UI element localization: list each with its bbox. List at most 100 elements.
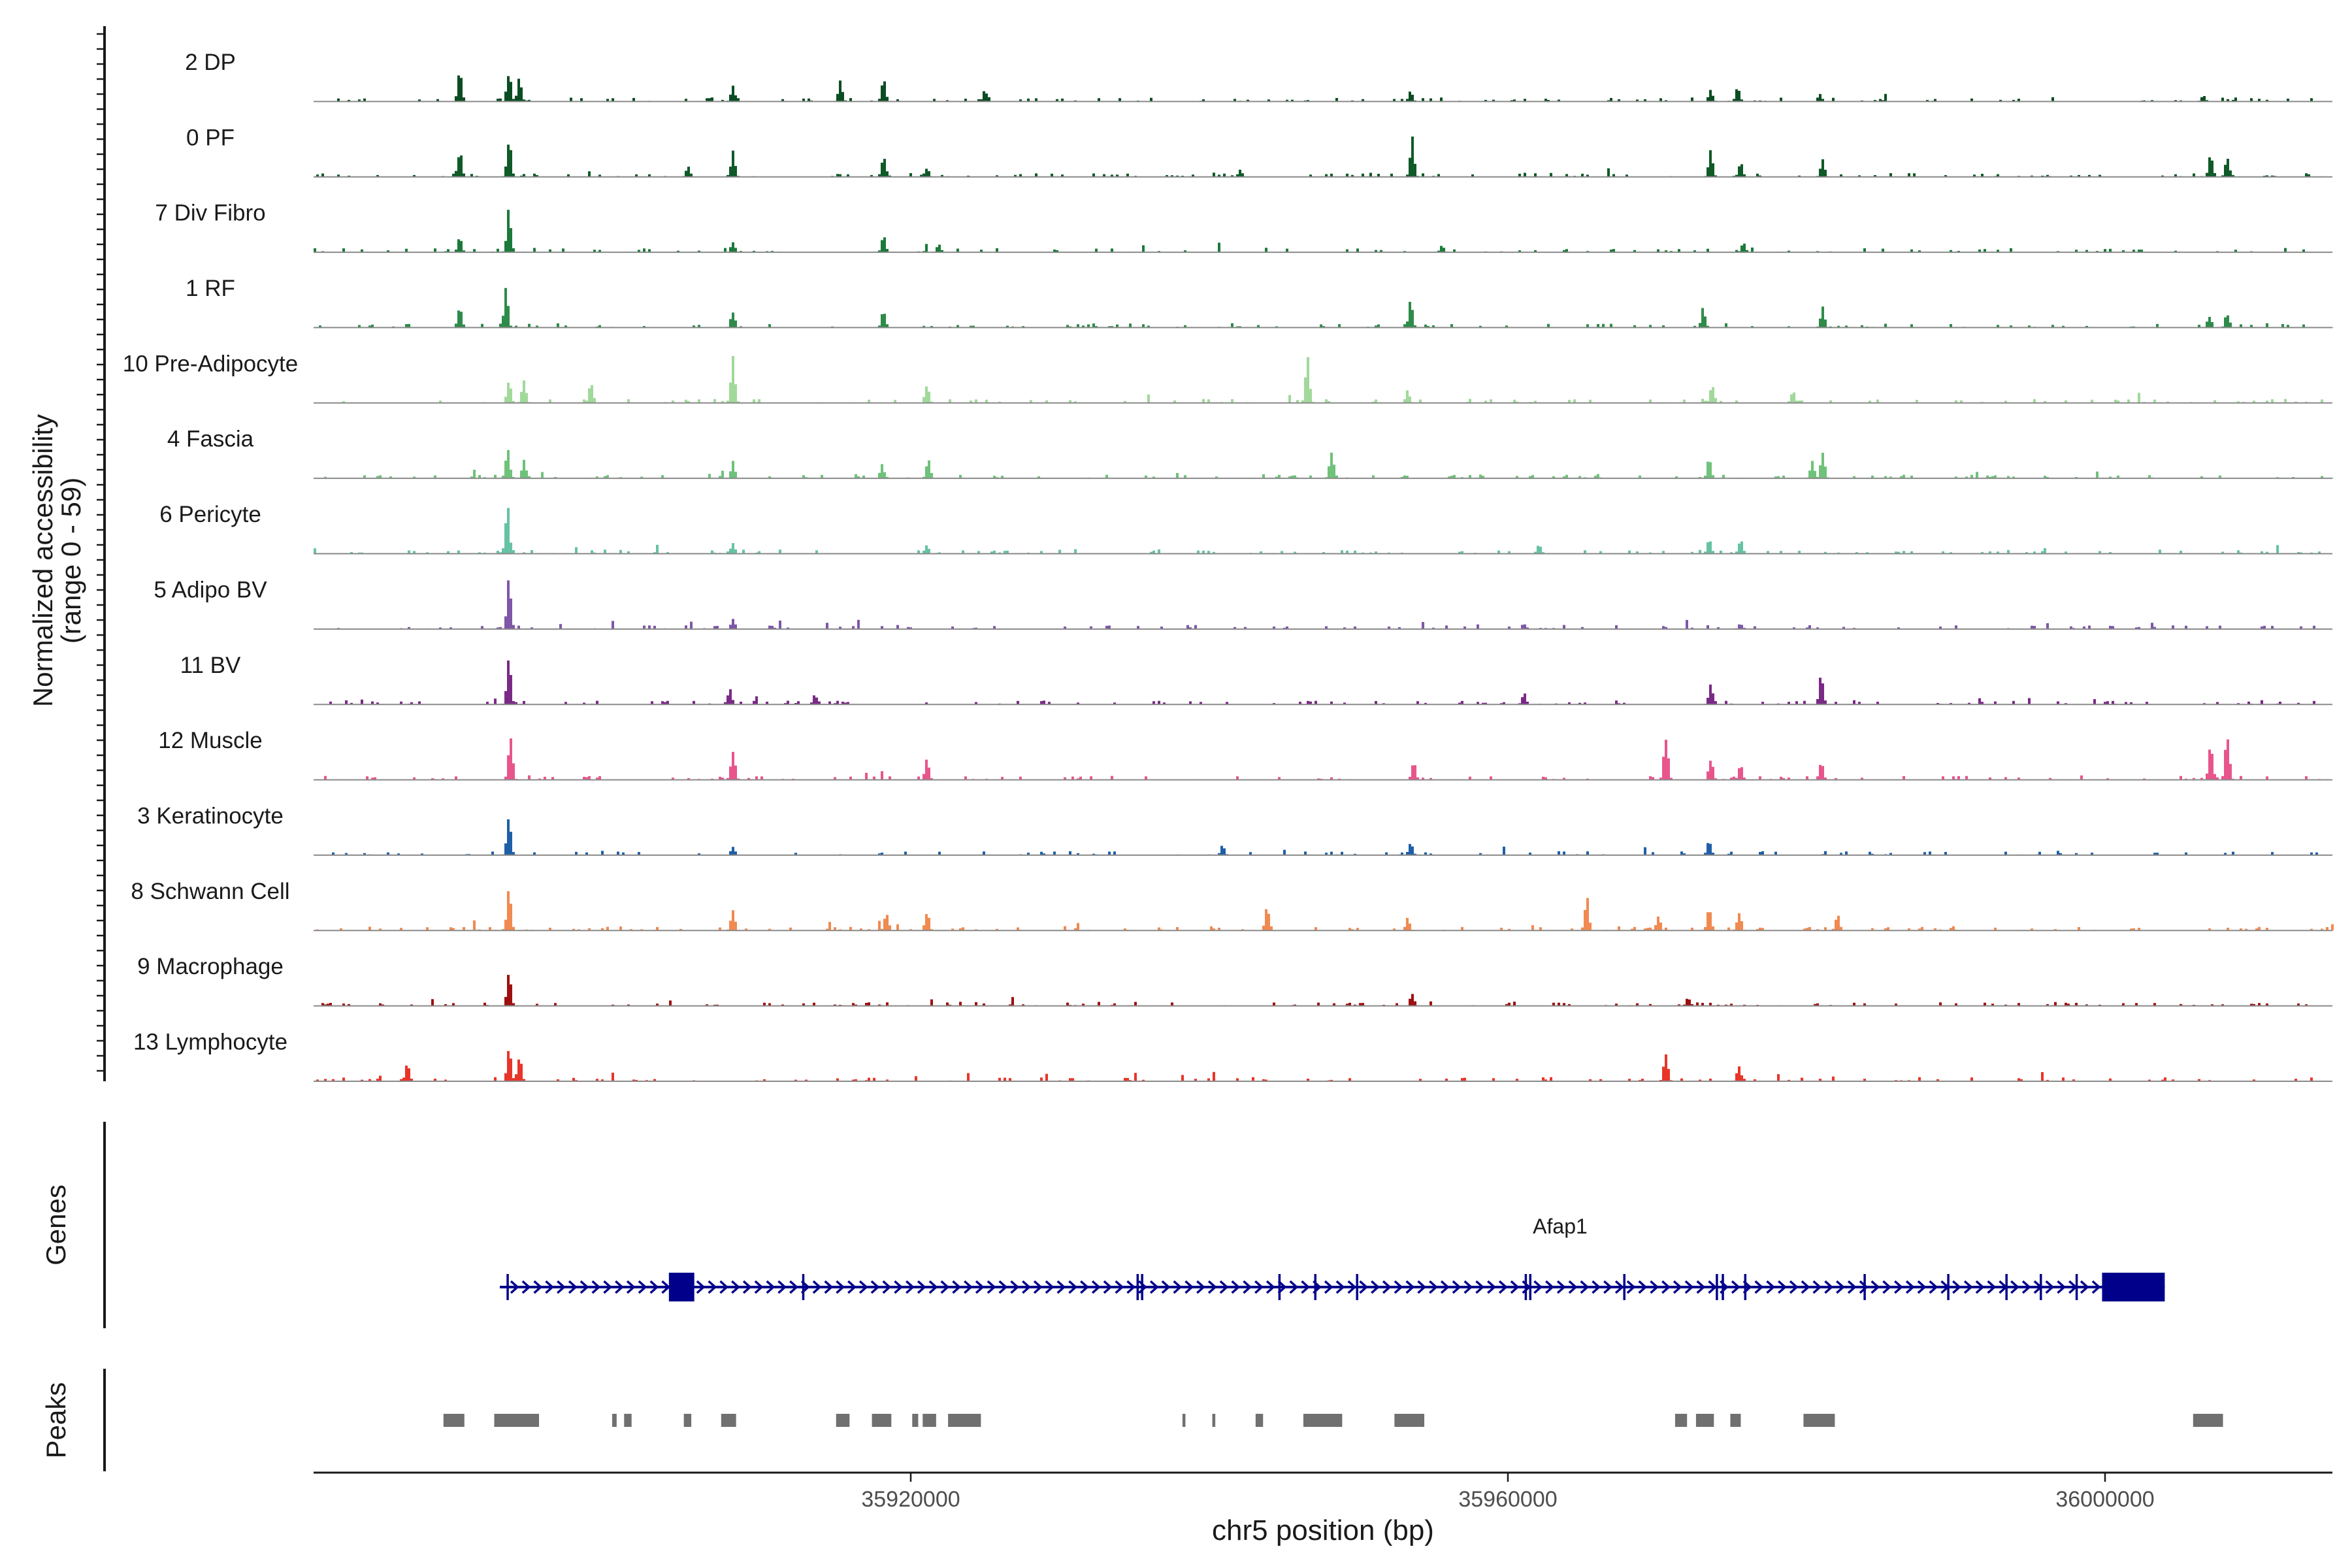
strand-chevron	[1696, 1280, 1706, 1294]
strand-chevron	[1022, 1280, 1031, 1294]
strand-chevron	[731, 1280, 740, 1294]
track-7-div-fibro: 7 Div Fibro	[155, 201, 2334, 253]
strand-chevron	[1080, 1280, 1089, 1294]
coverage-area	[314, 580, 2334, 629]
strand-chevron	[1405, 1280, 1415, 1294]
coverage-area	[314, 738, 2334, 780]
strand-chevron	[1859, 1280, 1869, 1294]
track-6-pericyte: 6 Pericyte	[159, 502, 2334, 555]
coverage-area	[314, 819, 2334, 855]
strand-chevron	[836, 1280, 845, 1294]
strand-chevron	[906, 1280, 915, 1294]
track-9-macrophage: 9 Macrophage	[137, 954, 2334, 1007]
coverage-area	[314, 137, 2334, 177]
strand-chevron	[661, 1280, 671, 1294]
peak-region	[1803, 1414, 1835, 1427]
strand-chevron	[1778, 1280, 1787, 1294]
track-label: 6 Pericyte	[159, 502, 261, 527]
strand-chevron	[708, 1280, 717, 1294]
track-label: 12 Muscle	[158, 728, 263, 753]
track-label: 5 Adipo BV	[154, 577, 267, 602]
strand-chevron	[1905, 1280, 1915, 1294]
coverage-area	[314, 75, 2334, 102]
strand-chevron	[766, 1280, 776, 1294]
peak-region	[923, 1414, 936, 1427]
strand-chevron	[1952, 1280, 1961, 1294]
strand-chevron	[1929, 1280, 1938, 1294]
strand-chevron	[1417, 1280, 1427, 1294]
peak-region	[836, 1414, 850, 1427]
strand-chevron	[1963, 1280, 1973, 1294]
strand-chevron	[1115, 1280, 1124, 1294]
strand-chevron	[824, 1280, 834, 1294]
strand-chevron	[742, 1280, 752, 1294]
strand-chevron	[1243, 1280, 1252, 1294]
strand-chevron	[1650, 1280, 1659, 1294]
strand-chevron	[1045, 1280, 1054, 1294]
strand-chevron	[1301, 1280, 1311, 1294]
track-label: 2 DP	[185, 50, 236, 75]
track-label: 0 PF	[186, 125, 235, 150]
strand-chevron	[2057, 1280, 2066, 1294]
strand-chevron	[1056, 1280, 1066, 1294]
strand-chevron	[1987, 1280, 1997, 1294]
strand-chevron	[2091, 1280, 2101, 1294]
peak-region	[612, 1414, 617, 1427]
strand-chevron	[882, 1280, 892, 1294]
strand-chevron	[847, 1280, 857, 1294]
strand-chevron	[1254, 1280, 1264, 1294]
genes-panel-label: Genes	[41, 1184, 71, 1266]
strand-chevron	[1754, 1280, 1764, 1294]
peak-region	[948, 1414, 981, 1427]
strand-chevron	[858, 1280, 868, 1294]
strand-chevron	[626, 1280, 636, 1294]
track-4-fascia: 4 Fascia	[167, 427, 2334, 480]
track-12-muscle: 12 Muscle	[158, 728, 2334, 781]
strand-chevron	[521, 1280, 531, 1294]
strand-chevron	[1580, 1280, 1590, 1294]
strand-chevron	[1498, 1280, 1508, 1294]
track-label: 7 Div Fibro	[155, 201, 265, 226]
track-label: 8 Schwann Cell	[131, 879, 289, 904]
peaks-panel-label: Peaks	[41, 1382, 71, 1459]
strand-chevron	[2021, 1280, 2031, 1294]
strand-chevron	[1568, 1280, 1578, 1294]
strand-chevron	[940, 1280, 950, 1294]
coverage-area	[314, 356, 2334, 403]
strand-chevron	[975, 1280, 985, 1294]
strand-chevron	[1091, 1280, 1101, 1294]
strand-chevron	[928, 1280, 938, 1294]
strand-chevron	[987, 1280, 996, 1294]
strand-chevron	[1894, 1280, 1903, 1294]
strand-chevron	[1475, 1280, 1485, 1294]
strand-chevron	[591, 1280, 601, 1294]
peak-region	[1303, 1414, 1343, 1427]
track-1-rf: 1 RF	[186, 276, 2334, 329]
strand-chevron	[1882, 1280, 1892, 1294]
strand-chevron	[1196, 1280, 1205, 1294]
strand-chevron	[894, 1280, 904, 1294]
strand-chevron	[964, 1280, 973, 1294]
accessibility-tracks: 2 DP 0 PF 7 Div Fibro 1 RF 10 Pre-Adipocyte 4…	[123, 50, 2334, 1082]
strand-chevron	[1661, 1280, 1671, 1294]
strand-chevron	[917, 1280, 926, 1294]
track-11-bv: 11 BV	[180, 653, 2334, 706]
x-tick-label: 35960000	[1458, 1487, 1557, 1512]
track-5-adipo-bv: 5 Adipo BV	[154, 577, 2334, 630]
strand-chevron	[510, 1280, 519, 1294]
coverage-area	[314, 210, 2334, 253]
strand-chevron	[754, 1280, 764, 1294]
strand-chevron	[1324, 1280, 1333, 1294]
strand-chevron	[1766, 1280, 1776, 1294]
peak-region	[1674, 1414, 1688, 1427]
strand-chevron	[1533, 1280, 1543, 1294]
peak-region	[494, 1414, 540, 1427]
strand-chevron	[1452, 1280, 1462, 1294]
strand-chevron	[952, 1280, 962, 1294]
strand-chevron	[1359, 1280, 1369, 1294]
strand-chevron	[812, 1280, 822, 1294]
coverage-area	[314, 975, 2334, 1006]
track-label: 4 Fascia	[167, 427, 254, 452]
coverage-area	[314, 508, 2334, 554]
